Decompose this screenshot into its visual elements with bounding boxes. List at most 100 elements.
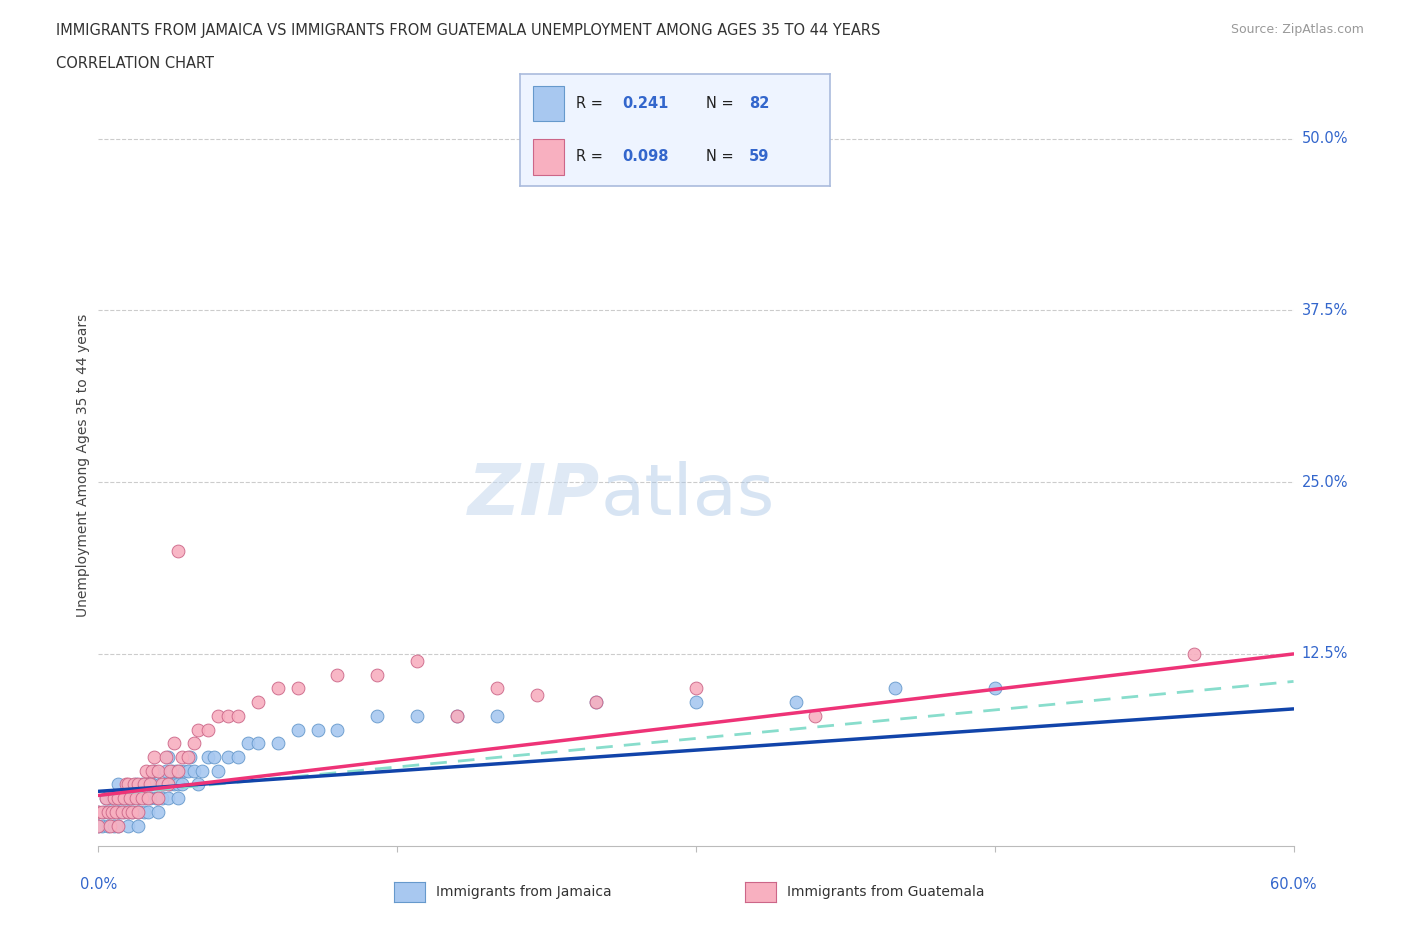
Point [96,790,118,805]
Point [93,804,115,819]
Text: 0.241: 0.241 [623,96,669,111]
Point [87,804,110,819]
Point [91,804,114,819]
Point [117,804,139,819]
Point [87,804,110,819]
Point [526,687,548,702]
Point [366,667,388,682]
Point [135,790,157,805]
Point [326,667,349,682]
Point [183,764,205,778]
Point [139,790,162,805]
Point [226,750,249,764]
Text: 0.0%: 0.0% [80,877,117,892]
Point [127,804,149,819]
Point [107,790,129,805]
Text: 82: 82 [749,96,769,111]
Point [169,764,191,778]
Point [124,790,146,805]
Point [121,804,143,819]
Point [117,777,139,792]
Point [160,764,183,778]
Point [167,777,190,792]
Point [135,764,157,778]
Point [101,790,124,805]
Text: Source: ZipAtlas.com: Source: ZipAtlas.com [1230,23,1364,36]
Point [107,818,129,833]
Point [148,790,170,805]
Point [165,764,187,778]
Point [187,722,209,737]
Text: 37.5%: 37.5% [1302,303,1348,318]
Point [179,750,201,764]
Point [884,681,907,696]
Point [87,818,110,833]
Point [125,790,148,805]
Point [167,764,190,778]
Point [117,804,139,819]
Point [134,804,156,819]
Point [183,736,205,751]
Point [111,790,134,805]
Point [117,818,139,833]
Point [97,804,120,819]
Point [217,750,239,764]
Point [150,777,173,792]
Text: 0.098: 0.098 [623,150,669,165]
Y-axis label: Unemployment Among Ages 35 to 44 years: Unemployment Among Ages 35 to 44 years [76,313,90,617]
Point [120,790,142,805]
Text: 50.0%: 50.0% [1302,131,1348,146]
Point [124,777,146,792]
Point [155,750,177,764]
Text: N =: N = [706,150,738,165]
Point [177,764,200,778]
Point [159,777,181,792]
Point [177,750,200,764]
Point [267,681,290,696]
Point [287,722,309,737]
Point [115,777,138,792]
Text: 12.5%: 12.5% [1302,646,1348,661]
Point [112,790,135,805]
Point [197,722,219,737]
Point [173,764,195,778]
Point [107,790,129,805]
Point [153,777,176,792]
Point [120,790,142,805]
Point [110,804,132,819]
Text: Immigrants from Jamaica: Immigrants from Jamaica [436,884,612,899]
Point [446,709,468,724]
Point [107,777,129,792]
Point [307,722,329,737]
Point [167,543,190,558]
Point [406,654,429,669]
Point [236,736,259,751]
Point [134,777,156,792]
Point [163,777,186,792]
Point [131,790,153,805]
Point [107,818,129,833]
Point [103,804,125,819]
Point [217,709,239,724]
Point [97,818,120,833]
Point [150,790,173,805]
Point [366,709,388,724]
Point [145,790,167,805]
Text: ZIP: ZIP [468,461,600,530]
Point [246,736,269,751]
Text: IMMIGRANTS FROM JAMAICA VS IMMIGRANTS FROM GUATEMALA UNEMPLOYMENT AMONG AGES 35 : IMMIGRANTS FROM JAMAICA VS IMMIGRANTS FR… [56,23,880,38]
Point [1182,646,1205,661]
Point [148,790,170,805]
Point [191,764,214,778]
Point [446,709,468,724]
Point [157,777,180,792]
Point [103,818,125,833]
Text: CORRELATION CHART: CORRELATION CHART [56,56,214,71]
Bar [533,86,564,121]
Point [111,804,134,819]
Text: Immigrants from Guatemala: Immigrants from Guatemala [787,884,984,899]
Point [136,777,159,792]
Point [172,777,194,792]
Point [98,804,122,819]
Point [159,764,181,778]
